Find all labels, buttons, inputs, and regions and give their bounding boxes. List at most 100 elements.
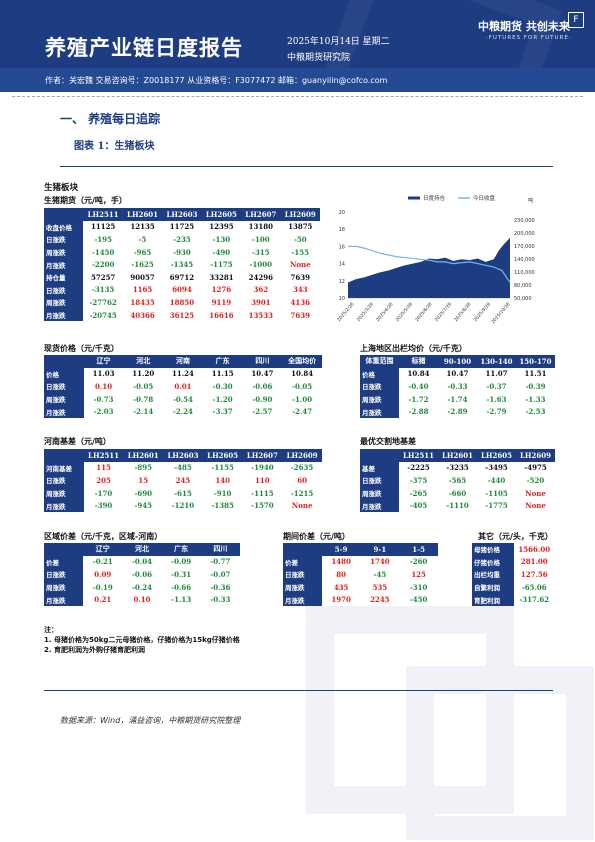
table-cell: -450	[409, 595, 428, 605]
table-cell: None	[525, 488, 546, 498]
table-cell: 125	[411, 569, 426, 579]
table-cell: -0.30	[212, 381, 233, 391]
spot-header-row: 辽宁 河北 河南 广东 四川 全国均价	[44, 355, 322, 368]
x-tick-label: 2025/2/28	[336, 301, 356, 323]
table-cell: 535	[372, 582, 388, 592]
table-cell: 343	[292, 285, 308, 295]
header-band	[0, 68, 595, 92]
report-title: 养殖产业链日度报告	[45, 35, 243, 60]
row-label: 持仓量	[44, 270, 84, 284]
table-cell: -2200	[91, 260, 115, 270]
table-cell: -0.19	[92, 582, 113, 592]
table-cell: 115	[96, 463, 111, 473]
column-header: LH2605	[202, 449, 243, 462]
table-cell: 362	[253, 285, 269, 295]
row-label: 周涨跌	[44, 486, 84, 500]
table-cell: 11125	[90, 222, 116, 232]
column-header: LH2607	[241, 208, 281, 221]
row-label: 自繁利润	[472, 580, 514, 594]
column-header: 辽宁	[83, 355, 124, 368]
column-header: LH2605	[477, 449, 516, 462]
table-cell: -0.39	[525, 381, 546, 391]
column-header: 标猪	[399, 355, 438, 368]
y-tick-label: 12	[339, 279, 345, 285]
column-header: 河南	[163, 355, 203, 368]
table-cell: -3135	[91, 285, 115, 295]
block-title: 生猪板块	[44, 183, 79, 193]
table-cell: 16616	[209, 310, 234, 320]
table-cell: -0.07	[210, 569, 231, 579]
table-cell: 90057	[130, 272, 155, 282]
row-label: 周涨跌	[44, 245, 84, 259]
futures-table: LH2511 LH2601 LH2603 LH2605 LH2607 LH2609 收盘价格…	[44, 208, 320, 322]
table-cell: -565	[448, 475, 467, 485]
x-tick-label: 2025/9/28	[473, 301, 493, 323]
others-table: 母猪价格 1566.00 仔猪价格 281.00 出栏均重 127.56 自繁利润 -65.0…	[472, 543, 555, 606]
row-label: 日涨跌	[283, 568, 322, 581]
table-cell: 33281	[209, 272, 234, 282]
table-cell: -0.04	[131, 557, 152, 567]
weights-title: 上海地区出栏均价（元/千克）	[360, 343, 467, 353]
table-cell: -0.31	[171, 569, 192, 579]
row-label: 出栏均重	[472, 568, 514, 581]
table-cell: -1110	[446, 501, 469, 511]
divider	[44, 690, 553, 691]
row-label: 月涨跌	[44, 258, 84, 271]
table-cell: -1940	[251, 463, 274, 473]
row-label: 日涨跌	[44, 474, 84, 487]
table-cell: 0.01	[174, 381, 192, 391]
table-cell: -27762	[89, 297, 117, 307]
table-cell: 15	[138, 475, 149, 485]
column-header: LH2609	[516, 449, 555, 462]
table-cell: -1210	[171, 501, 195, 511]
basis-title: 河南基差（元/吨）	[44, 436, 111, 446]
y-tick-label: 18	[339, 227, 345, 233]
table-row: 自繁利润 -65.06	[472, 580, 555, 594]
row-label: 收盘价格	[44, 220, 84, 234]
table-cell: -0.09	[171, 557, 192, 567]
table-row: 河南基差 115 -895 -485 -1155 -1940 -2635	[44, 461, 322, 475]
table-cell: 10.84	[291, 369, 314, 379]
weights-header-row: 体重范围 标猪 90-100 130-140 150-170	[360, 355, 555, 368]
row-label: 月涨跌	[44, 593, 84, 606]
table-cell: -965	[133, 247, 152, 257]
table-cell: 7639	[290, 310, 310, 320]
column-header: 体重范围	[360, 355, 399, 368]
table-cell: -4975	[524, 463, 547, 473]
table-cell: -1.63	[486, 394, 507, 404]
notes-title: 注：	[44, 626, 58, 634]
column-header: 辽宁	[83, 543, 123, 556]
table-cell: 7639	[290, 272, 310, 282]
table-cell: 40366	[130, 310, 155, 320]
table-cell: -1775	[485, 501, 508, 511]
y-tick-label: 16	[339, 244, 345, 250]
table-cell: -690	[134, 488, 153, 498]
figure-caption: 图表 1：生猪板块	[74, 141, 155, 152]
table-cell: -485	[174, 463, 192, 473]
column-header: 广东	[202, 355, 243, 368]
note-1: 1. 母猪价格为50kg二元母猪价格，仔猪价格为15kg仔猪价格	[44, 636, 240, 644]
table-cell: 4136	[290, 297, 310, 307]
delivery-header-row: LH2511 LH2601 LH2605 LH2609	[360, 449, 555, 462]
table-cell: -390	[94, 501, 113, 511]
row-label: 月涨跌	[44, 308, 84, 322]
table-row: 收盘价格 11125 12135 11725 12395 13180 13875	[44, 220, 320, 234]
table-cell: -0.66	[171, 582, 192, 592]
table-row: 周涨跌 -27762 18435 18850 9119 3901 4136	[44, 296, 320, 309]
table-row: 月涨跌 -20745 40366 36125 16616 13533 7639	[44, 308, 320, 322]
row-label: 育肥利润	[472, 593, 514, 606]
logo-mark-icon: F	[568, 12, 584, 28]
table-cell: 205	[96, 475, 111, 485]
row-label: 周涨跌	[360, 486, 399, 500]
table-row: 日涨跌 -375 -565 -440 -520	[360, 474, 555, 487]
x-tick-label: 2025/8/28	[453, 301, 473, 323]
table-cell: -2.79	[486, 407, 507, 417]
column-header: 9-1	[360, 543, 400, 556]
table-cell: -1215	[290, 488, 314, 498]
delivery-basis-title: 最优交割地基差	[360, 436, 416, 446]
row-label: 河南基差	[44, 461, 84, 475]
column-header: 河北	[122, 543, 162, 556]
row-label: 周涨跌	[44, 392, 84, 406]
table-cell: -0.77	[210, 557, 231, 567]
holdings-area	[348, 237, 510, 298]
